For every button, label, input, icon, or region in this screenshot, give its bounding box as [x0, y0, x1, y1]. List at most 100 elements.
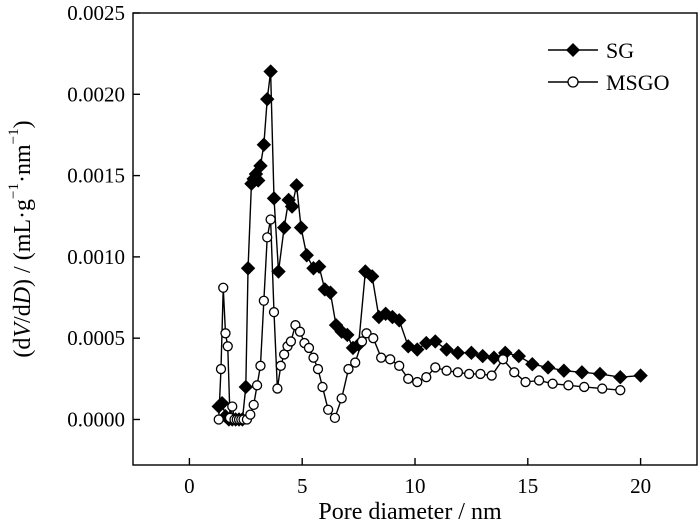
- data-point-sg: [574, 365, 590, 380]
- data-point-msgo: [312, 363, 324, 375]
- data-point-sg: [214, 396, 230, 411]
- data-point-sg: [428, 334, 443, 349]
- data-point-msgo: [248, 399, 259, 410]
- data-point-msgo: [497, 354, 509, 365]
- data-point-sg: [293, 220, 309, 235]
- x-axis-ticks: 0 5 10 15 20: [184, 458, 651, 498]
- y-axis-label-part: /d: [10, 304, 36, 323]
- data-point-msgo: [597, 383, 608, 394]
- data-point-msgo: [294, 326, 306, 337]
- data-point-msgo: [220, 328, 231, 339]
- data-point-msgo: [412, 376, 423, 388]
- data-point-msgo: [343, 363, 354, 375]
- data-point-msgo: [520, 376, 531, 388]
- data-point-msgo: [265, 214, 276, 225]
- y-axis-label-superscript: −1: [6, 128, 22, 144]
- y-axis-label-part: ) / (mL·g: [10, 199, 36, 287]
- data-point-msgo: [245, 409, 256, 420]
- series-layer: [211, 64, 648, 427]
- legend-label-sg: SG: [606, 38, 634, 63]
- y-axis-label-part: D: [10, 287, 36, 305]
- series-msgo: [213, 214, 626, 425]
- data-point-msgo: [421, 372, 432, 383]
- y-tick-label: 0.0025: [67, 1, 125, 25]
- data-point-sg: [540, 360, 556, 375]
- data-point-msgo: [215, 363, 227, 375]
- data-point-sg: [271, 264, 286, 279]
- data-point-sg: [364, 269, 380, 284]
- y-axis-ticks: 0.0000 0.0005 0.0010 0.0015 0.0020 0.0025: [67, 1, 140, 431]
- y-axis-label-superscript: −1: [6, 183, 22, 199]
- series-sg: [211, 64, 648, 427]
- data-point-msgo: [486, 370, 497, 381]
- data-point-msgo: [317, 381, 328, 393]
- data-point-msgo: [579, 381, 590, 393]
- data-point-sg: [439, 342, 454, 357]
- data-point-msgo: [268, 307, 280, 318]
- data-point-msgo: [275, 360, 286, 371]
- data-point-sg: [410, 342, 425, 357]
- data-point-msgo: [285, 336, 297, 347]
- data-point-msgo: [222, 341, 233, 352]
- data-point-sg: [525, 356, 540, 372]
- legend-marker-sg: [566, 43, 580, 57]
- data-point-sg: [256, 137, 272, 152]
- y-axis-label-part: ): [10, 120, 36, 128]
- data-point-msgo: [385, 354, 396, 365]
- legend-marker-msgo: [567, 76, 579, 88]
- data-point-msgo: [303, 342, 315, 354]
- data-point-msgo: [533, 375, 545, 386]
- y-tick-label: 0.0010: [67, 245, 125, 269]
- data-point-sg: [340, 327, 355, 343]
- data-point-msgo: [441, 365, 452, 376]
- data-point-msgo: [258, 295, 269, 306]
- y-axis-label-part: V: [10, 321, 36, 338]
- data-point-msgo: [329, 412, 341, 423]
- data-point-msgo: [356, 336, 368, 347]
- data-point-sg: [251, 173, 266, 188]
- data-point-sg: [633, 368, 648, 383]
- data-point-sg: [263, 64, 278, 79]
- data-point-sg: [613, 369, 628, 385]
- data-point-sg: [592, 366, 608, 382]
- y-tick-label: 0.0020: [67, 82, 125, 106]
- y-axis-label-part: ·nm: [10, 144, 36, 183]
- data-point-msgo: [213, 414, 224, 425]
- data-point-msgo: [509, 367, 520, 378]
- data-point-sg: [486, 350, 502, 365]
- y-axis-label: (dV/dD) / (mL·g−1·nm−1): [6, 120, 35, 357]
- data-point-msgo: [368, 333, 379, 344]
- data-point-msgo: [308, 352, 319, 363]
- data-point-msgo: [463, 368, 475, 380]
- data-point-sg: [511, 348, 526, 364]
- data-point-msgo: [394, 360, 405, 371]
- data-point-sg: [276, 220, 292, 235]
- data-point-msgo: [452, 367, 464, 378]
- data-point-sg: [289, 178, 304, 193]
- data-point-msgo: [475, 368, 486, 380]
- data-point-sg: [260, 91, 275, 107]
- x-tick-label: 15: [517, 474, 538, 498]
- data-point-sg: [323, 285, 338, 300]
- x-tick-label: 10: [405, 474, 426, 498]
- data-point-msgo: [336, 393, 347, 404]
- data-point-msgo: [322, 404, 334, 415]
- data-point-sg: [253, 158, 268, 174]
- data-point-msgo: [272, 383, 283, 394]
- legend: SG MSGO: [548, 38, 670, 95]
- x-axis-label: Pore diameter / nm: [318, 499, 502, 525]
- y-axis-label-part: (d: [10, 338, 36, 358]
- data-point-msgo: [350, 357, 361, 368]
- data-point-sg: [240, 261, 256, 276]
- y-tick-label: 0.0015: [67, 164, 125, 188]
- data-point-msgo: [251, 380, 263, 391]
- data-point-sg: [311, 259, 327, 274]
- x-tick-label: 20: [630, 474, 651, 498]
- data-point-msgo: [255, 360, 266, 371]
- data-point-msgo: [615, 385, 626, 396]
- data-point-msgo: [563, 380, 574, 391]
- data-point-sg: [475, 348, 490, 364]
- data-point-msgo: [547, 378, 558, 389]
- data-point-sg: [266, 191, 282, 206]
- data-point-msgo: [218, 282, 229, 293]
